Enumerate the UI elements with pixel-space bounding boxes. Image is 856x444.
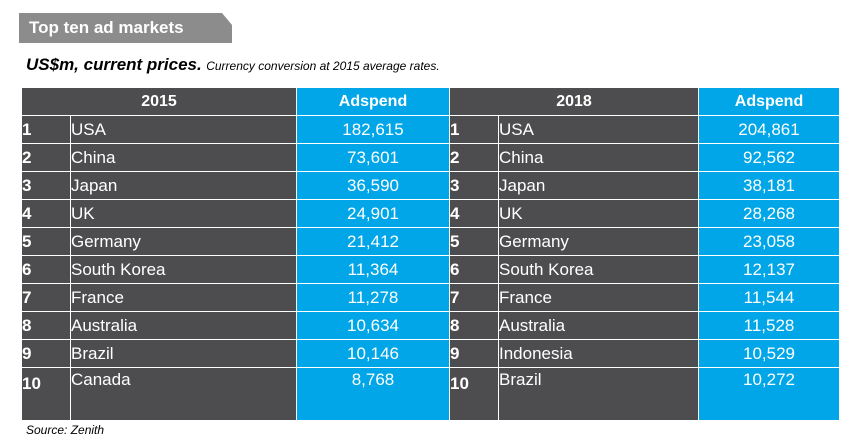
country-cell: South Korea: [498, 255, 699, 284]
table-row: 10 Canada 8,768 10 Brazil 10,272: [21, 367, 840, 421]
rank-cell: 6: [21, 255, 71, 284]
rank-cell: 8: [449, 311, 499, 340]
table-row: 3 Japan 36,590 3 Japan 38,181: [21, 171, 840, 200]
adspend-cell: 10,634: [296, 311, 450, 340]
table-row: 4 UK 24,901 4 UK 28,268: [21, 199, 840, 228]
country-cell: Germany: [70, 227, 297, 256]
adspend-cell: 11,278: [296, 283, 450, 312]
header-year-2018: 2018: [449, 87, 699, 116]
rank-cell: 9: [449, 339, 499, 368]
rank-cell: 8: [21, 311, 71, 340]
table-row: 9 Brazil 10,146 9 Indonesia 10,529: [21, 339, 840, 368]
adspend-cell: 38,181: [698, 171, 840, 200]
country-cell: Brazil: [70, 339, 297, 368]
rank-cell: 1: [21, 115, 71, 144]
rank-cell: 7: [21, 283, 71, 312]
country-cell: South Korea: [70, 255, 297, 284]
country-cell: France: [70, 283, 297, 312]
adspend-cell: 23,058: [698, 227, 840, 256]
country-cell: Germany: [498, 227, 699, 256]
country-cell: France: [498, 283, 699, 312]
rank-cell: 10: [449, 367, 499, 421]
rank-cell: 7: [449, 283, 499, 312]
rank-cell: 5: [21, 227, 71, 256]
country-cell: Japan: [498, 171, 699, 200]
header-year-2015: 2015: [21, 87, 297, 116]
rank-cell: 5: [449, 227, 499, 256]
adspend-cell: 92,562: [698, 143, 840, 172]
rank-cell: 2: [21, 143, 71, 172]
country-cell: USA: [70, 115, 297, 144]
banner-title: Top ten ad markets: [29, 18, 184, 37]
country-cell: USA: [498, 115, 699, 144]
rank-cell: 4: [21, 199, 71, 228]
rank-cell: 1: [449, 115, 499, 144]
adspend-cell: 24,901: [296, 199, 450, 228]
country-cell: UK: [498, 199, 699, 228]
table-row: 1 USA 182,615 1 USA 204,861: [21, 115, 840, 144]
adspend-cell: 28,268: [698, 199, 840, 228]
rank-cell: 6: [449, 255, 499, 284]
adspend-cell: 12,137: [698, 255, 840, 284]
adspend-cell: 10,529: [698, 339, 840, 368]
adspend-cell: 73,601: [296, 143, 450, 172]
adspend-cell: 21,412: [296, 227, 450, 256]
table-row: 8 Australia 10,634 8 Australia 11,528: [21, 311, 840, 340]
adspend-cell: 182,615: [296, 115, 450, 144]
adspend-cell: 10,146: [296, 339, 450, 368]
adspend-cell: 11,364: [296, 255, 450, 284]
rank-cell: 2: [449, 143, 499, 172]
rank-cell: 10: [21, 367, 71, 421]
rank-cell: 3: [449, 171, 499, 200]
rank-cell: 9: [21, 339, 71, 368]
title-banner: Top ten ad markets: [0, 13, 232, 43]
table-body: 1 USA 182,615 1 USA 204,861 2 China 73,601 2 China…: [21, 115, 840, 421]
country-cell: Indonesia: [498, 339, 699, 368]
adspend-cell: 204,861: [698, 115, 840, 144]
country-cell: Australia: [498, 311, 699, 340]
country-cell: UK: [70, 199, 297, 228]
country-cell: Japan: [70, 171, 297, 200]
adspend-cell: 36,590: [296, 171, 450, 200]
table-row: 5 Germany 21,412 5 Germany 23,058: [21, 227, 840, 256]
source-note: Source: Zenith: [26, 423, 105, 437]
header-adspend-2018: Adspend: [698, 87, 840, 116]
subtitle-units: US$m, current prices.: [26, 55, 202, 74]
ad-markets-table: 2015 Adspend 2018 Adspend 1 USA 182,615 1 US…: [21, 87, 840, 421]
subtitle: US$m, current prices. Currency conversio…: [26, 55, 440, 75]
rank-cell: 4: [449, 199, 499, 228]
adspend-cell: 11,528: [698, 311, 840, 340]
country-cell: China: [498, 143, 699, 172]
country-cell: Brazil: [498, 367, 699, 421]
table-row: 2 China 73,601 2 China 92,562: [21, 143, 840, 172]
adspend-cell: 10,272: [698, 367, 840, 421]
country-cell: Australia: [70, 311, 297, 340]
country-cell: Canada: [70, 367, 297, 421]
adspend-cell: 8,768: [296, 367, 450, 421]
rank-cell: 3: [21, 171, 71, 200]
subtitle-note: Currency conversion at 2015 average rate…: [206, 59, 440, 73]
country-cell: China: [70, 143, 297, 172]
header-adspend-2015: Adspend: [296, 87, 450, 116]
table-row: 7 France 11,278 7 France 11,544: [21, 283, 840, 312]
table-row: 6 South Korea 11,364 6 South Korea 12,137: [21, 255, 840, 284]
table-header-row: 2015 Adspend 2018 Adspend: [21, 87, 840, 116]
adspend-cell: 11,544: [698, 283, 840, 312]
